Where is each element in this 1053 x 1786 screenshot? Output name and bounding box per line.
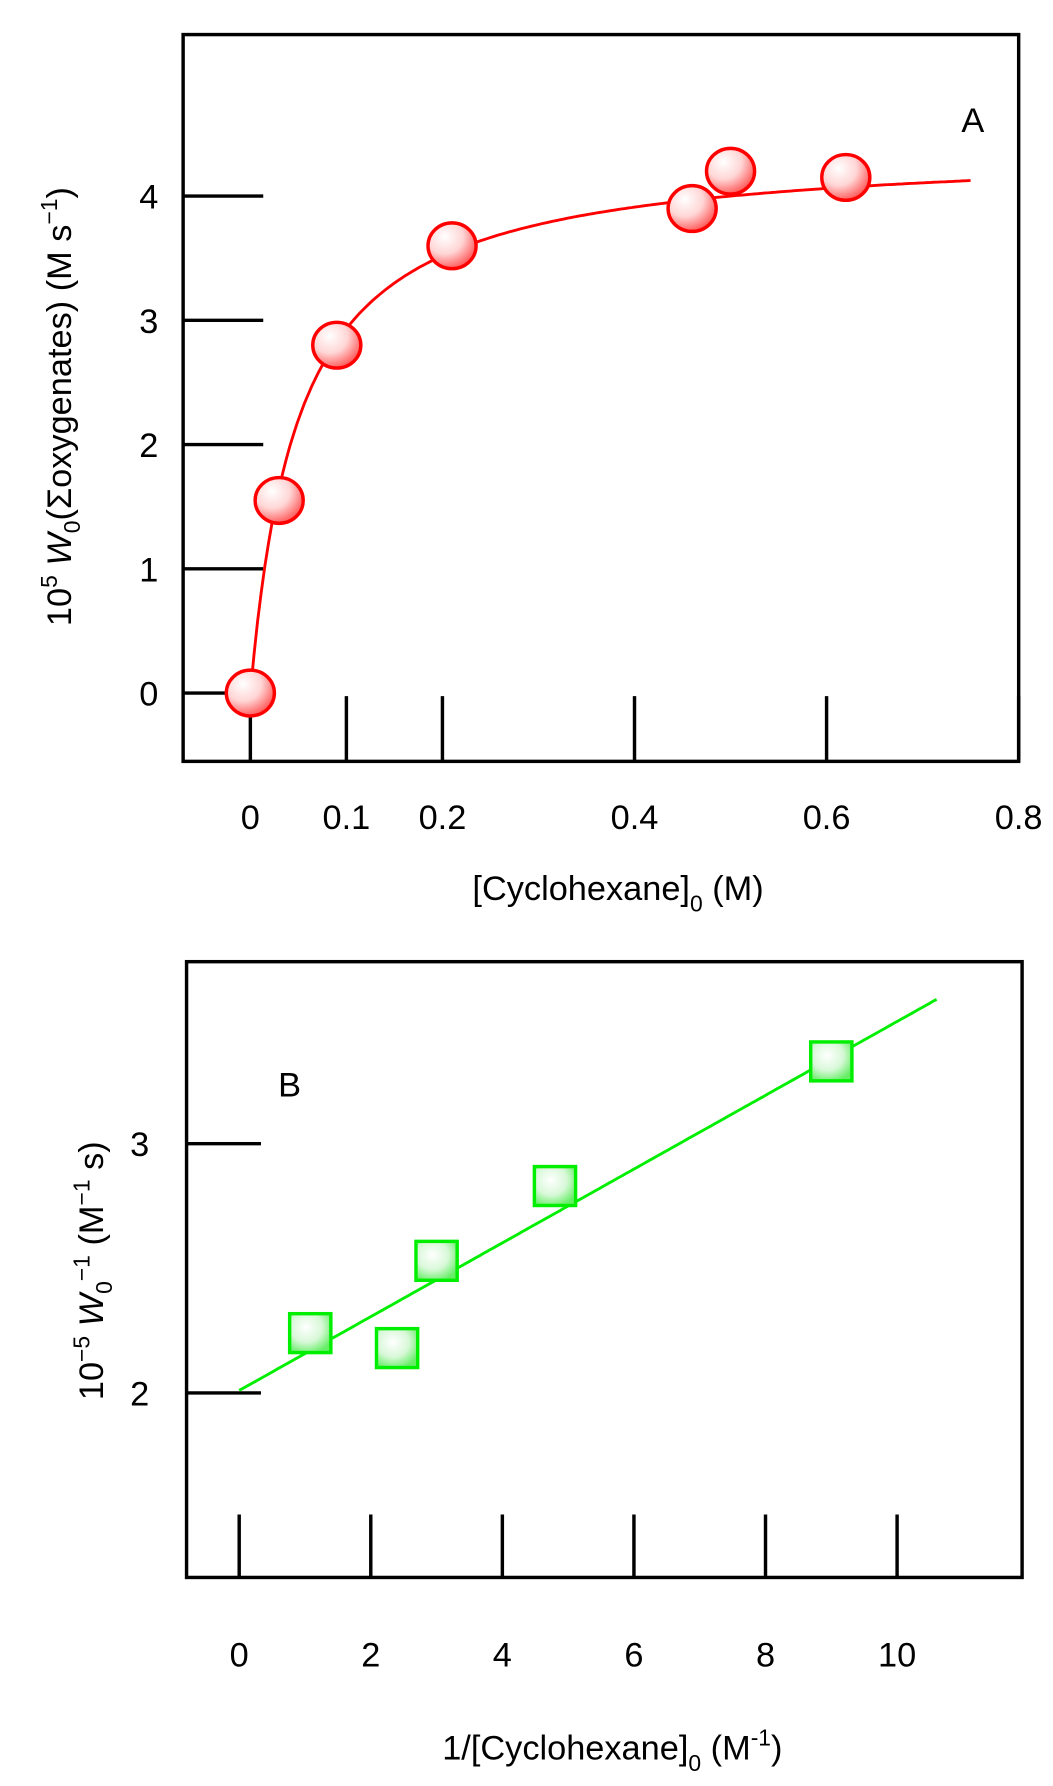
data-point <box>820 152 872 203</box>
x-tick-label: 6 <box>624 1637 643 1675</box>
data-point <box>666 183 718 234</box>
data-point <box>224 668 277 718</box>
data-point <box>374 1326 420 1370</box>
x-axis-title-b: 1/[Cyclohexane]0 (M-1) <box>442 1725 782 1776</box>
plot-frame-a <box>181 32 1021 764</box>
data-point <box>287 1311 333 1355</box>
y-tick-label: 1 <box>139 551 158 589</box>
x-tick-label: 10 <box>878 1637 916 1675</box>
data-point <box>311 320 363 370</box>
data-point <box>414 1239 459 1283</box>
x-tick-label: 0.1 <box>323 799 371 837</box>
y-tick-label: 0 <box>139 676 158 714</box>
data-point <box>808 1040 854 1083</box>
x-tick-label: 4 <box>493 1637 512 1675</box>
fit-line <box>248 179 971 694</box>
x-tick-label: 0 <box>230 1637 249 1675</box>
data-point <box>704 146 757 196</box>
x-tick-label: 0.2 <box>419 799 467 837</box>
data-point <box>532 1164 578 1208</box>
y-tick-label: 3 <box>139 303 158 341</box>
data-point <box>253 475 305 526</box>
panel-a: 0 1 2 3 4 0 0.1 0.2 0.4 0.6 0.8 A [Cyclohexane]0 (… <box>36 32 1043 916</box>
x-tick-label: 0.4 <box>611 799 659 837</box>
plot-frame-b <box>184 959 1024 1580</box>
y-tick-label: 3 <box>130 1126 149 1164</box>
data-point <box>426 221 478 271</box>
x-tick-label: 2 <box>361 1637 380 1675</box>
y-axis-title-b: 10−5 W0−1 (M−1 s) <box>68 1141 117 1400</box>
y-axis-title-a: 105 W0(Σoxygenates) (M s−1) <box>36 187 85 626</box>
panel-label-a: A <box>961 102 984 140</box>
x-tick-label: 0.6 <box>803 799 851 837</box>
x-tick-label: 0.8 <box>995 799 1043 837</box>
y-tick-label: 2 <box>139 427 158 465</box>
x-tick-label: 0 <box>241 799 260 837</box>
panel-b: 2 3 0 2 4 6 8 10 B 1/[Cyclohexane]0 (M-1) 10−5 … <box>68 959 1024 1776</box>
x-axis-title-a: [Cyclohexane]0 (M) <box>472 870 763 916</box>
y-tick-label: 2 <box>130 1376 149 1414</box>
y-tick-label: 4 <box>139 179 158 217</box>
panel-label-b: B <box>278 1067 301 1105</box>
x-tick-label: 8 <box>756 1637 775 1675</box>
